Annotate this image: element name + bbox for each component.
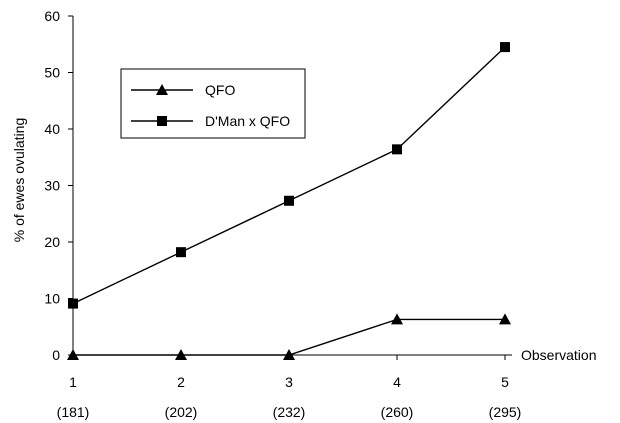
x-tick-sublabel: (232): [273, 404, 306, 420]
y-tick-label: 10: [44, 291, 60, 307]
x-tick-label: 3: [285, 374, 293, 390]
legend-marker-square: [157, 116, 167, 126]
x-tick-label: 5: [501, 374, 509, 390]
x-tick-sublabel: (295): [489, 404, 522, 420]
legend-box: [120, 68, 306, 139]
y-tick-label: 50: [44, 65, 60, 81]
axes: [72, 16, 512, 356]
data-point-square: [176, 247, 186, 258]
y-tick-label: 60: [44, 8, 60, 24]
data-point-triangle: [67, 349, 79, 360]
x-tick-label: 1: [69, 374, 77, 390]
x-tick-sublabel: (260): [381, 404, 414, 420]
legend-label-qfo: QFO: [205, 82, 235, 98]
data-point-triangle: [283, 349, 295, 360]
series-group: [67, 42, 511, 360]
data-point-square: [284, 195, 294, 206]
data-point-triangle: [499, 313, 511, 325]
data-point-triangle: [391, 313, 403, 325]
y-tick-label: 0: [52, 347, 60, 363]
x-axis-label: Observation: [521, 347, 596, 363]
legend: QFO D'Man x QFO: [120, 68, 306, 139]
y-tick-label: 30: [44, 178, 60, 194]
y-ticks: 0 10 20 30 40 50 60: [44, 8, 73, 363]
data-point-square: [392, 144, 402, 155]
x-tick-label: 2: [177, 374, 185, 390]
x-tick-sublabel: (181): [57, 404, 90, 420]
data-point-square: [500, 42, 510, 53]
x-tick-label: 4: [393, 374, 401, 390]
data-point-triangle: [175, 349, 187, 360]
y-axis-label: % of ewes ovulating: [11, 118, 27, 243]
y-tick-label: 40: [44, 121, 60, 137]
legend-label-dman: D'Man x QFO: [205, 113, 290, 129]
y-tick-label: 20: [44, 234, 60, 250]
x-tick-sublabel: (202): [165, 404, 198, 420]
data-point-square: [68, 298, 78, 309]
x-ticks: 1 (181) 2 (202) 3 (232) 4 (260) 5 (295): [57, 355, 522, 420]
legend-marker-triangle: [156, 84, 168, 95]
